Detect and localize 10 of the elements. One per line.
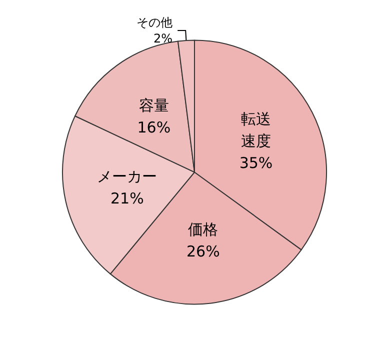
data-label: 21% — [110, 189, 144, 208]
slice-label: メーカー — [97, 167, 158, 186]
data-label: 35% — [239, 154, 273, 172]
slice-label: 価格 — [188, 220, 218, 239]
data-label: 16% — [137, 118, 171, 136]
slice-label: 容量 — [138, 96, 169, 114]
slice-label: その他 — [136, 15, 173, 30]
data-label: 2% — [154, 31, 173, 46]
slice-label: 転送速度 — [240, 110, 271, 150]
data-label: 26% — [186, 242, 220, 261]
